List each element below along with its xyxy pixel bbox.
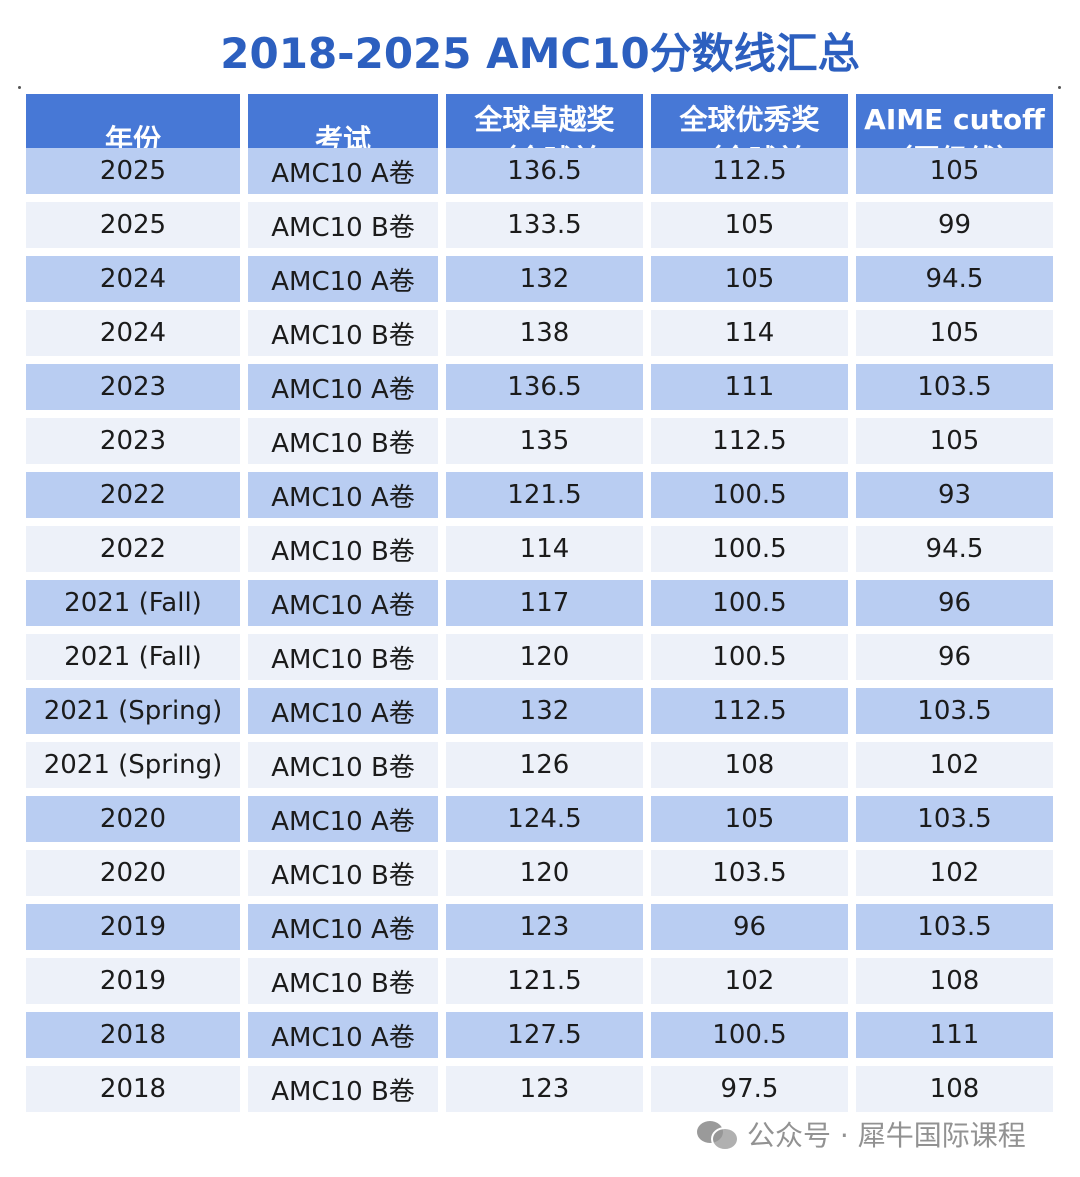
- table-cell-exam: AMC10 B卷: [248, 742, 438, 788]
- table-cell-aime-cutoff: 105: [856, 418, 1053, 464]
- table-cell-distinction: 138: [446, 310, 643, 356]
- table-cell-exam: AMC10 A卷: [248, 364, 438, 410]
- table-cell-aime-cutoff: 103.5: [856, 796, 1053, 842]
- table-cell-aime-cutoff: 99: [856, 202, 1053, 248]
- table-cell-distinction: 132: [446, 256, 643, 302]
- table-cell-exam: AMC10 A卷: [248, 472, 438, 518]
- table-cell-distinction: 120: [446, 634, 643, 680]
- table-cell-exam: AMC10 B卷: [248, 418, 438, 464]
- table-cell-aime-cutoff: 111: [856, 1012, 1053, 1058]
- table-cell-distinction: 123: [446, 1066, 643, 1112]
- table-cell-honor: 102: [651, 958, 848, 1004]
- table-cell-year: 2019: [26, 958, 240, 1004]
- table-cell-year: 2025: [26, 148, 240, 194]
- table-cell-exam: AMC10 A卷: [248, 1012, 438, 1058]
- score-table: 年份 考试 全球卓越奖 （全球前 全球优秀奖 （全球前 AIME cutoff …: [26, 94, 1053, 1112]
- table-cell-exam: AMC10 A卷: [248, 688, 438, 734]
- table-cell-exam: AMC10 A卷: [248, 796, 438, 842]
- table-cell-honor: 96: [651, 904, 848, 950]
- table-cell-honor: 111: [651, 364, 848, 410]
- table-cell-distinction: 136.5: [446, 364, 643, 410]
- table-cell-aime-cutoff: 96: [856, 634, 1053, 680]
- table-cell-distinction: 123: [446, 904, 643, 950]
- table-cell-honor: 100.5: [651, 526, 848, 572]
- table-cell-year: 2018: [26, 1066, 240, 1112]
- table-cell-aime-cutoff: 105: [856, 310, 1053, 356]
- table-cell-year: 2018: [26, 1012, 240, 1058]
- table-cell-aime-cutoff: 93: [856, 472, 1053, 518]
- table-cell-distinction: 127.5: [446, 1012, 643, 1058]
- table-cell-distinction: 117: [446, 580, 643, 626]
- table-cell-honor: 105: [651, 202, 848, 248]
- table-cell-exam: AMC10 A卷: [248, 148, 438, 194]
- page-title: 2018-2025 AMC10分数线汇总: [220, 29, 860, 78]
- table-cell-honor: 100.5: [651, 472, 848, 518]
- table-cell-honor: 105: [651, 796, 848, 842]
- table-cell-aime-cutoff: 103.5: [856, 688, 1053, 734]
- table-cell-honor: 105: [651, 256, 848, 302]
- table-cell-distinction: 114: [446, 526, 643, 572]
- table-cell-year: 2019: [26, 904, 240, 950]
- table-cell-honor: 97.5: [651, 1066, 848, 1112]
- table-cell-year: 2024: [26, 310, 240, 356]
- wechat-icon: [697, 1117, 739, 1151]
- table-cell-exam: AMC10 B卷: [248, 850, 438, 896]
- table-cell-year: 2020: [26, 850, 240, 896]
- table-cell-exam: AMC10 B卷: [248, 958, 438, 1004]
- table-cell-distinction: 133.5: [446, 202, 643, 248]
- table-cell-honor: 103.5: [651, 850, 848, 896]
- table-cell-year: 2021 (Fall): [26, 580, 240, 626]
- table-cell-honor: 112.5: [651, 418, 848, 464]
- table-cell-honor: 100.5: [651, 634, 848, 680]
- table-cell-aime-cutoff: 94.5: [856, 526, 1053, 572]
- table-cell-distinction: 121.5: [446, 472, 643, 518]
- table-cell-aime-cutoff: 108: [856, 1066, 1053, 1112]
- table-cell-exam: AMC10 A卷: [248, 256, 438, 302]
- table-cell-aime-cutoff: 96: [856, 580, 1053, 626]
- table-cell-year: 2021 (Fall): [26, 634, 240, 680]
- table-cell-aime-cutoff: 102: [856, 850, 1053, 896]
- table-cell-honor: 100.5: [651, 1012, 848, 1058]
- table-cell-year: 2023: [26, 364, 240, 410]
- table-cell-distinction: 121.5: [446, 958, 643, 1004]
- table-cell-exam: AMC10 B卷: [248, 634, 438, 680]
- table-cell-distinction: 126: [446, 742, 643, 788]
- table-cell-aime-cutoff: 103.5: [856, 904, 1053, 950]
- table-cell-honor: 112.5: [651, 688, 848, 734]
- table-cell-distinction: 135: [446, 418, 643, 464]
- table-cell-distinction: 124.5: [446, 796, 643, 842]
- table-cell-year: 2021 (Spring): [26, 688, 240, 734]
- table-cell-year: 2022: [26, 472, 240, 518]
- table-cell-distinction: 136.5: [446, 148, 643, 194]
- table-cell-year: 2025: [26, 202, 240, 248]
- watermark-text: 公众号 · 犀牛国际课程: [747, 1119, 1026, 1152]
- decorative-dot-right: [1058, 86, 1061, 89]
- table-cell-aime-cutoff: 103.5: [856, 364, 1053, 410]
- table-cell-honor: 114: [651, 310, 848, 356]
- table-cell-exam: AMC10 B卷: [248, 310, 438, 356]
- table-cell-honor: 108: [651, 742, 848, 788]
- table-cell-honor: 100.5: [651, 580, 848, 626]
- decorative-dot-left: [18, 86, 21, 89]
- table-cell-honor: 112.5: [651, 148, 848, 194]
- watermark: 公众号 · 犀牛国际课程: [697, 1112, 1026, 1156]
- table-cell-exam: AMC10 B卷: [248, 526, 438, 572]
- table-cell-year: 2023: [26, 418, 240, 464]
- table-cell-year: 2021 (Spring): [26, 742, 240, 788]
- table-cell-year: 2022: [26, 526, 240, 572]
- table-cell-year: 2020: [26, 796, 240, 842]
- table-cell-distinction: 132: [446, 688, 643, 734]
- table-cell-aime-cutoff: 102: [856, 742, 1053, 788]
- table-cell-exam: AMC10 B卷: [248, 1066, 438, 1112]
- table-cell-aime-cutoff: 108: [856, 958, 1053, 1004]
- table-cell-year: 2024: [26, 256, 240, 302]
- table-cell-distinction: 120: [446, 850, 643, 896]
- table-cell-exam: AMC10 A卷: [248, 904, 438, 950]
- table-cell-exam: AMC10 A卷: [248, 580, 438, 626]
- table-cell-exam: AMC10 B卷: [248, 202, 438, 248]
- table-cell-aime-cutoff: 105: [856, 148, 1053, 194]
- table-cell-aime-cutoff: 94.5: [856, 256, 1053, 302]
